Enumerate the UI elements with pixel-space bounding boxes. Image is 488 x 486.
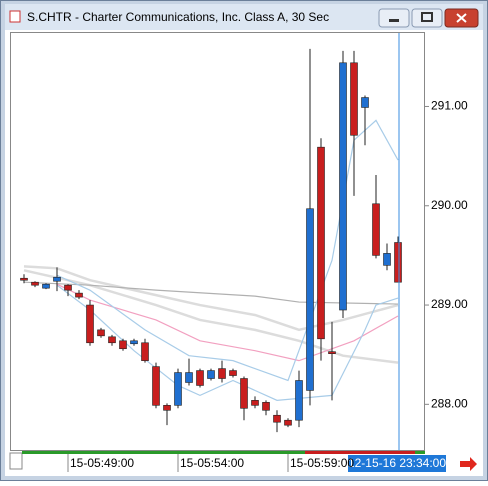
candle-body — [53, 276, 61, 282]
candle-body — [273, 414, 281, 423]
candle-body — [86, 304, 94, 344]
candle-body — [141, 342, 149, 361]
timeline-bar — [22, 451, 425, 454]
candle-body — [372, 203, 380, 256]
minimize-button[interactable] — [378, 8, 410, 28]
candle-body — [97, 329, 105, 337]
scroll-arrow[interactable] — [460, 457, 477, 471]
candle-body — [207, 370, 215, 379]
candle-body — [42, 283, 50, 289]
candle-body — [339, 62, 347, 311]
restore-button[interactable] — [411, 8, 443, 28]
indicator-line — [23, 265, 399, 332]
y-tick-label: 288.00 — [431, 397, 468, 411]
candle-body — [350, 62, 358, 136]
window-title: S.CHTR - Charter Communications, Inc. Cl… — [27, 10, 329, 24]
candle-body — [295, 380, 303, 421]
candle-body — [328, 351, 336, 354]
x-tick-label: 15-05:59:00 — [290, 456, 354, 470]
candle-body — [251, 400, 259, 406]
candle-body — [31, 281, 39, 286]
candle-body — [185, 372, 193, 383]
candle-body — [152, 366, 160, 406]
candle-body — [20, 277, 28, 281]
candle-body — [64, 284, 72, 291]
candle-body — [317, 146, 325, 340]
candle-body — [394, 242, 402, 283]
y-tick-label: 290.00 — [431, 198, 468, 212]
close-icon — [456, 13, 467, 23]
candle-body — [108, 336, 116, 344]
x-tick-label: 15-05:54:00 — [180, 456, 244, 470]
scroll-box[interactable] — [9, 452, 23, 470]
candle-body — [218, 368, 226, 379]
x-tick-label: 15-05:49:00 — [70, 456, 134, 470]
indicator-line — [56, 283, 399, 362]
candle-body — [240, 378, 248, 409]
y-tick-label: 291.00 — [431, 99, 468, 113]
restore-icon — [421, 12, 433, 22]
candle-body — [119, 340, 127, 350]
y-tick-label: 289.00 — [431, 297, 468, 311]
indicator-line — [56, 284, 399, 401]
cursor-label: 12-15-16 23:34:00 — [348, 456, 446, 470]
candle-body — [130, 340, 138, 345]
candle-body — [174, 372, 182, 406]
minimize-icon — [389, 19, 399, 22]
candle-body — [196, 370, 204, 386]
candle-body — [262, 402, 270, 411]
candle-body — [383, 253, 391, 266]
candle-body — [75, 292, 83, 298]
candle-body — [284, 419, 292, 426]
candle-body — [229, 370, 237, 376]
candle-body — [361, 97, 369, 108]
candle-body — [306, 208, 314, 391]
app-icon — [9, 10, 21, 23]
candle-body — [163, 405, 171, 411]
cursor-label-box — [348, 455, 446, 472]
timeline-highlight — [305, 451, 415, 454]
